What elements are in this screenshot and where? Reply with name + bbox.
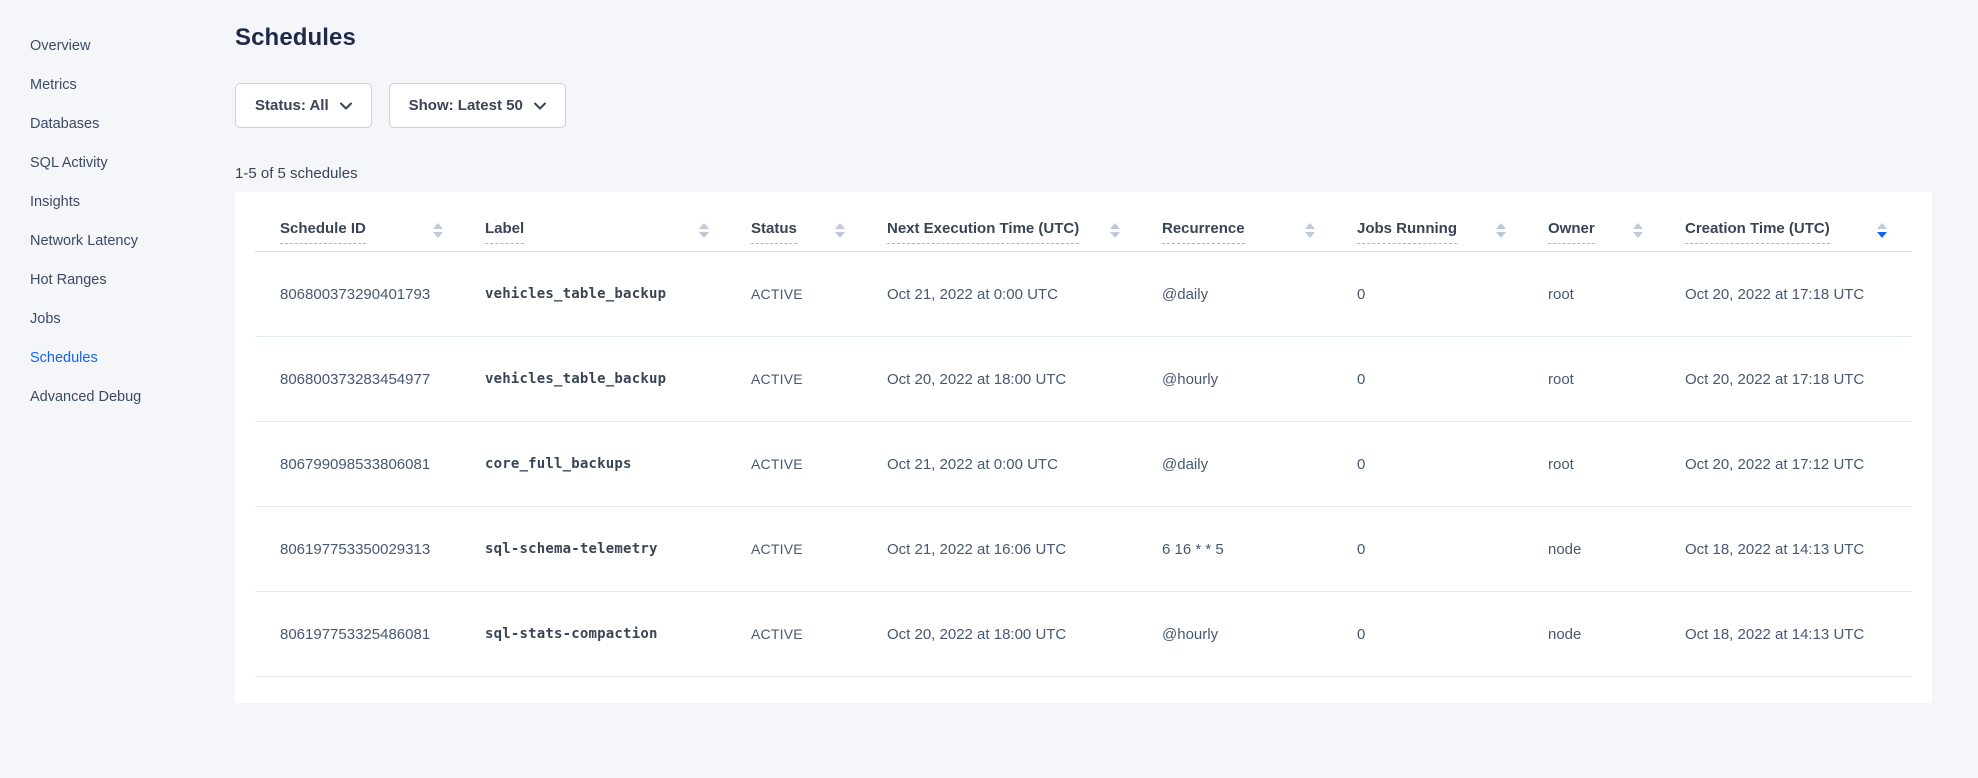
column-label: Schedule ID (280, 220, 366, 244)
cell-recurrence: @hourly (1162, 336, 1357, 422)
cell-creation-time: Oct 18, 2022 at 14:13 UTC (1685, 591, 1912, 677)
cell-recurrence: 6 16 * * 5 (1162, 506, 1357, 592)
sidebar-item-insights[interactable]: Insights (30, 194, 80, 210)
results-count: 1-5 of 5 schedules (235, 165, 358, 182)
filters-bar: Status: All Show: Latest 50 (235, 83, 1932, 128)
table-row: 806799098533806081 core_full_backups ACT… (255, 421, 1912, 507)
cell-creation-time: Oct 20, 2022 at 17:18 UTC (1685, 336, 1912, 422)
cell-creation-time: Oct 18, 2022 at 14:13 UTC (1685, 506, 1912, 592)
cell-status: ACTIVE (751, 591, 887, 677)
page-title: Schedules (235, 24, 356, 51)
cell-schedule-id: 806197753325486081 (255, 591, 485, 677)
cell-status: ACTIVE (751, 506, 887, 592)
cell-label: sql-schema-telemetry (485, 506, 751, 592)
chevron-down-icon (533, 102, 546, 110)
cell-schedule-id: 806799098533806081 (255, 421, 485, 507)
sort-icon[interactable] (1496, 222, 1506, 238)
table-row: 806197753325486081 sql-stats-compaction … (255, 591, 1912, 677)
sidebar-item-jobs[interactable]: Jobs (30, 311, 61, 327)
sidebar-item-metrics[interactable]: Metrics (30, 77, 77, 93)
column-header-creation-time[interactable]: Creation Time (UTC) (1685, 192, 1912, 252)
sort-icon[interactable] (835, 222, 845, 238)
column-header-status[interactable]: Status (751, 192, 887, 252)
sort-icon[interactable] (1305, 222, 1315, 238)
schedules-table-card: Schedule ID Label Status Next Execution … (235, 192, 1932, 703)
cell-recurrence: @hourly (1162, 591, 1357, 677)
sidebar-item-databases[interactable]: Databases (30, 116, 100, 132)
cell-jobs-running: 0 (1357, 421, 1548, 507)
sort-icon[interactable] (699, 222, 709, 238)
cell-next-execution: Oct 20, 2022 at 18:00 UTC (887, 591, 1162, 677)
cell-label: vehicles_table_backup (485, 336, 751, 422)
cell-status: ACTIVE (751, 251, 887, 337)
cell-jobs-running: 0 (1357, 336, 1548, 422)
show-filter-label: Show: Latest 50 (408, 97, 523, 114)
sort-icon[interactable] (433, 222, 443, 238)
table-header-row: Schedule ID Label Status Next Execution … (255, 192, 1912, 252)
cell-label: core_full_backups (485, 421, 751, 507)
column-header-owner[interactable]: Owner (1548, 192, 1685, 252)
cell-next-execution: Oct 21, 2022 at 0:00 UTC (887, 251, 1162, 337)
cell-label: vehicles_table_backup (485, 251, 751, 337)
sidebar-item-sql-activity[interactable]: SQL Activity (30, 155, 108, 171)
cell-creation-time: Oct 20, 2022 at 17:12 UTC (1685, 421, 1912, 507)
sidebar: Overview Metrics Databases SQL Activity Insi… (0, 0, 235, 778)
sidebar-item-hot-ranges[interactable]: Hot Ranges (30, 272, 107, 288)
column-label: Status (751, 220, 797, 244)
column-header-label[interactable]: Label (485, 192, 751, 252)
sidebar-item-schedules[interactable]: Schedules (30, 350, 98, 366)
cell-schedule-id: 806800373283454977 (255, 336, 485, 422)
table-row: 806800373290401793 vehicles_table_backup… (255, 251, 1912, 337)
cell-next-execution: Oct 21, 2022 at 0:00 UTC (887, 421, 1162, 507)
cell-recurrence: @daily (1162, 421, 1357, 507)
column-header-jobs-running[interactable]: Jobs Running (1357, 192, 1548, 252)
cell-recurrence: @daily (1162, 251, 1357, 337)
sort-icon[interactable] (1877, 222, 1887, 238)
cell-owner: root (1548, 421, 1685, 507)
show-filter-dropdown[interactable]: Show: Latest 50 (388, 83, 566, 128)
cell-label: sql-stats-compaction (485, 591, 751, 677)
sort-icon[interactable] (1633, 222, 1643, 238)
column-label: Jobs Running (1357, 220, 1457, 244)
cell-owner: node (1548, 591, 1685, 677)
column-label: Label (485, 220, 525, 244)
column-header-schedule-id[interactable]: Schedule ID (255, 192, 485, 252)
cell-next-execution: Oct 20, 2022 at 18:00 UTC (887, 336, 1162, 422)
cell-owner: root (1548, 251, 1685, 337)
sort-icon[interactable] (1110, 222, 1120, 238)
cell-jobs-running: 0 (1357, 251, 1548, 337)
cell-next-execution: Oct 21, 2022 at 16:06 UTC (887, 506, 1162, 592)
sidebar-item-overview[interactable]: Overview (30, 38, 91, 54)
cell-status: ACTIVE (751, 336, 887, 422)
status-filter-label: Status: All (255, 97, 329, 114)
cell-creation-time: Oct 20, 2022 at 17:18 UTC (1685, 251, 1912, 337)
table-row: 806800373283454977 vehicles_table_backup… (255, 336, 1912, 422)
table-row: 806197753350029313 sql-schema-telemetry … (255, 506, 1912, 592)
sidebar-item-advanced-debug[interactable]: Advanced Debug (30, 389, 142, 405)
cell-schedule-id: 806800373290401793 (255, 251, 485, 337)
cell-status: ACTIVE (751, 421, 887, 507)
column-label: Next Execution Time (UTC) (887, 220, 1080, 244)
schedules-table: Schedule ID Label Status Next Execution … (255, 192, 1912, 677)
cell-jobs-running: 0 (1357, 506, 1548, 592)
main-content: Schedules Status: All Show: Latest 50 1-… (235, 0, 1978, 778)
column-header-next-execution-time[interactable]: Next Execution Time (UTC) (887, 192, 1162, 252)
chevron-down-icon (339, 102, 352, 110)
cell-owner: root (1548, 336, 1685, 422)
column-label: Creation Time (UTC) (1685, 220, 1830, 244)
cell-schedule-id: 806197753350029313 (255, 506, 485, 592)
column-label: Recurrence (1162, 220, 1245, 244)
cell-owner: node (1548, 506, 1685, 592)
column-header-recurrence[interactable]: Recurrence (1162, 192, 1357, 252)
table-body: 806800373290401793 vehicles_table_backup… (255, 251, 1912, 677)
cell-jobs-running: 0 (1357, 591, 1548, 677)
status-filter-dropdown[interactable]: Status: All (235, 83, 372, 128)
column-label: Owner (1548, 220, 1595, 244)
sidebar-item-network-latency[interactable]: Network Latency (30, 233, 138, 249)
